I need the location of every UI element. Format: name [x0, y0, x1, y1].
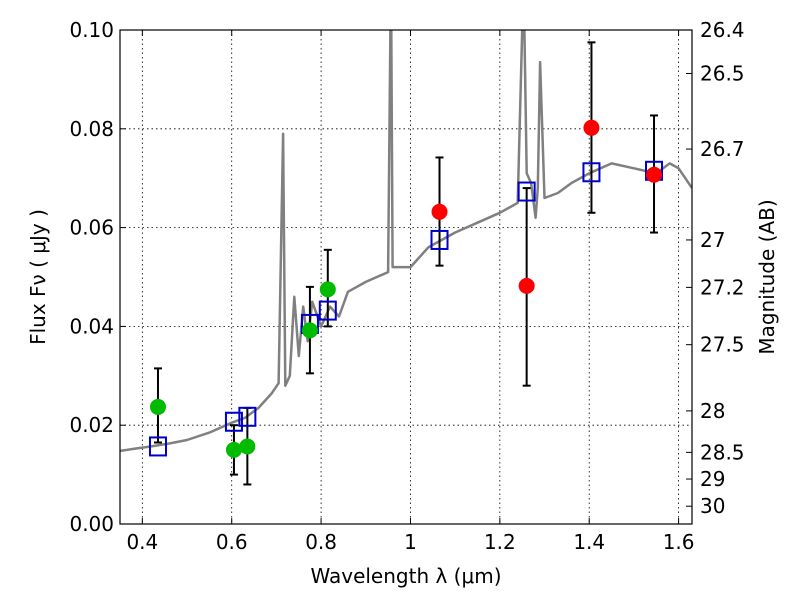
data-point	[301, 322, 318, 339]
model-square	[517, 181, 536, 202]
data-point	[149, 398, 166, 415]
ticks: 0.4 0.6 0.8 1 1.2 1.4 1.6 0.00 0.02 0.04 0.06 0.08 0…	[69, 18, 744, 554]
right-axis-title: Magnitude (AB)	[755, 199, 779, 354]
right-tick-label: 26.4	[700, 18, 745, 42]
x-tick-label: 1.2	[484, 530, 516, 554]
data-point	[239, 438, 256, 455]
right-tick-label: 27.5	[700, 333, 745, 357]
data-point	[646, 166, 663, 183]
y-tick-label: 0.10	[69, 18, 114, 42]
model-square	[238, 406, 257, 427]
model-square	[148, 436, 167, 457]
y-tick-label: 0.04	[69, 314, 114, 338]
y-tick-label: 0.06	[69, 216, 114, 240]
x-tick-label: 0.6	[216, 530, 248, 554]
y-tick-label: 0.00	[69, 512, 114, 536]
model-square	[582, 162, 601, 183]
x-tick-label: 0.4	[126, 530, 158, 554]
data-point	[431, 203, 448, 220]
model-square	[430, 229, 449, 250]
plot-area	[120, 30, 692, 486]
right-tick-label: 27	[700, 228, 725, 252]
x-axis-title: Wavelength λ (μm)	[310, 564, 501, 588]
x-tick-label: 1.4	[573, 530, 605, 554]
right-tick-label: 28.5	[700, 440, 745, 464]
plot-frame	[119, 29, 693, 525]
right-tick-label: 29	[700, 467, 725, 491]
right-tick-label: 27.2	[700, 275, 745, 299]
spectrum-line	[120, 30, 692, 453]
data-point	[518, 277, 535, 294]
right-tick-label: 30	[700, 494, 725, 518]
y-axis-title: Flux Fν ( μJy )	[26, 209, 50, 345]
model-square	[224, 411, 243, 432]
data-point	[225, 441, 242, 458]
right-tick-label: 26.7	[700, 137, 745, 161]
data-point	[319, 281, 336, 298]
model-square	[318, 300, 337, 321]
x-tick-label: 1.6	[663, 530, 695, 554]
data-point	[583, 119, 600, 136]
y-tick-label: 0.08	[69, 117, 114, 141]
right-tick-label: 28	[700, 399, 725, 423]
y-tick-label: 0.02	[69, 413, 114, 437]
right-tick-label: 26.5	[700, 61, 745, 85]
x-tick-label: 0.8	[305, 530, 337, 554]
x-tick-label: 1	[404, 530, 417, 554]
